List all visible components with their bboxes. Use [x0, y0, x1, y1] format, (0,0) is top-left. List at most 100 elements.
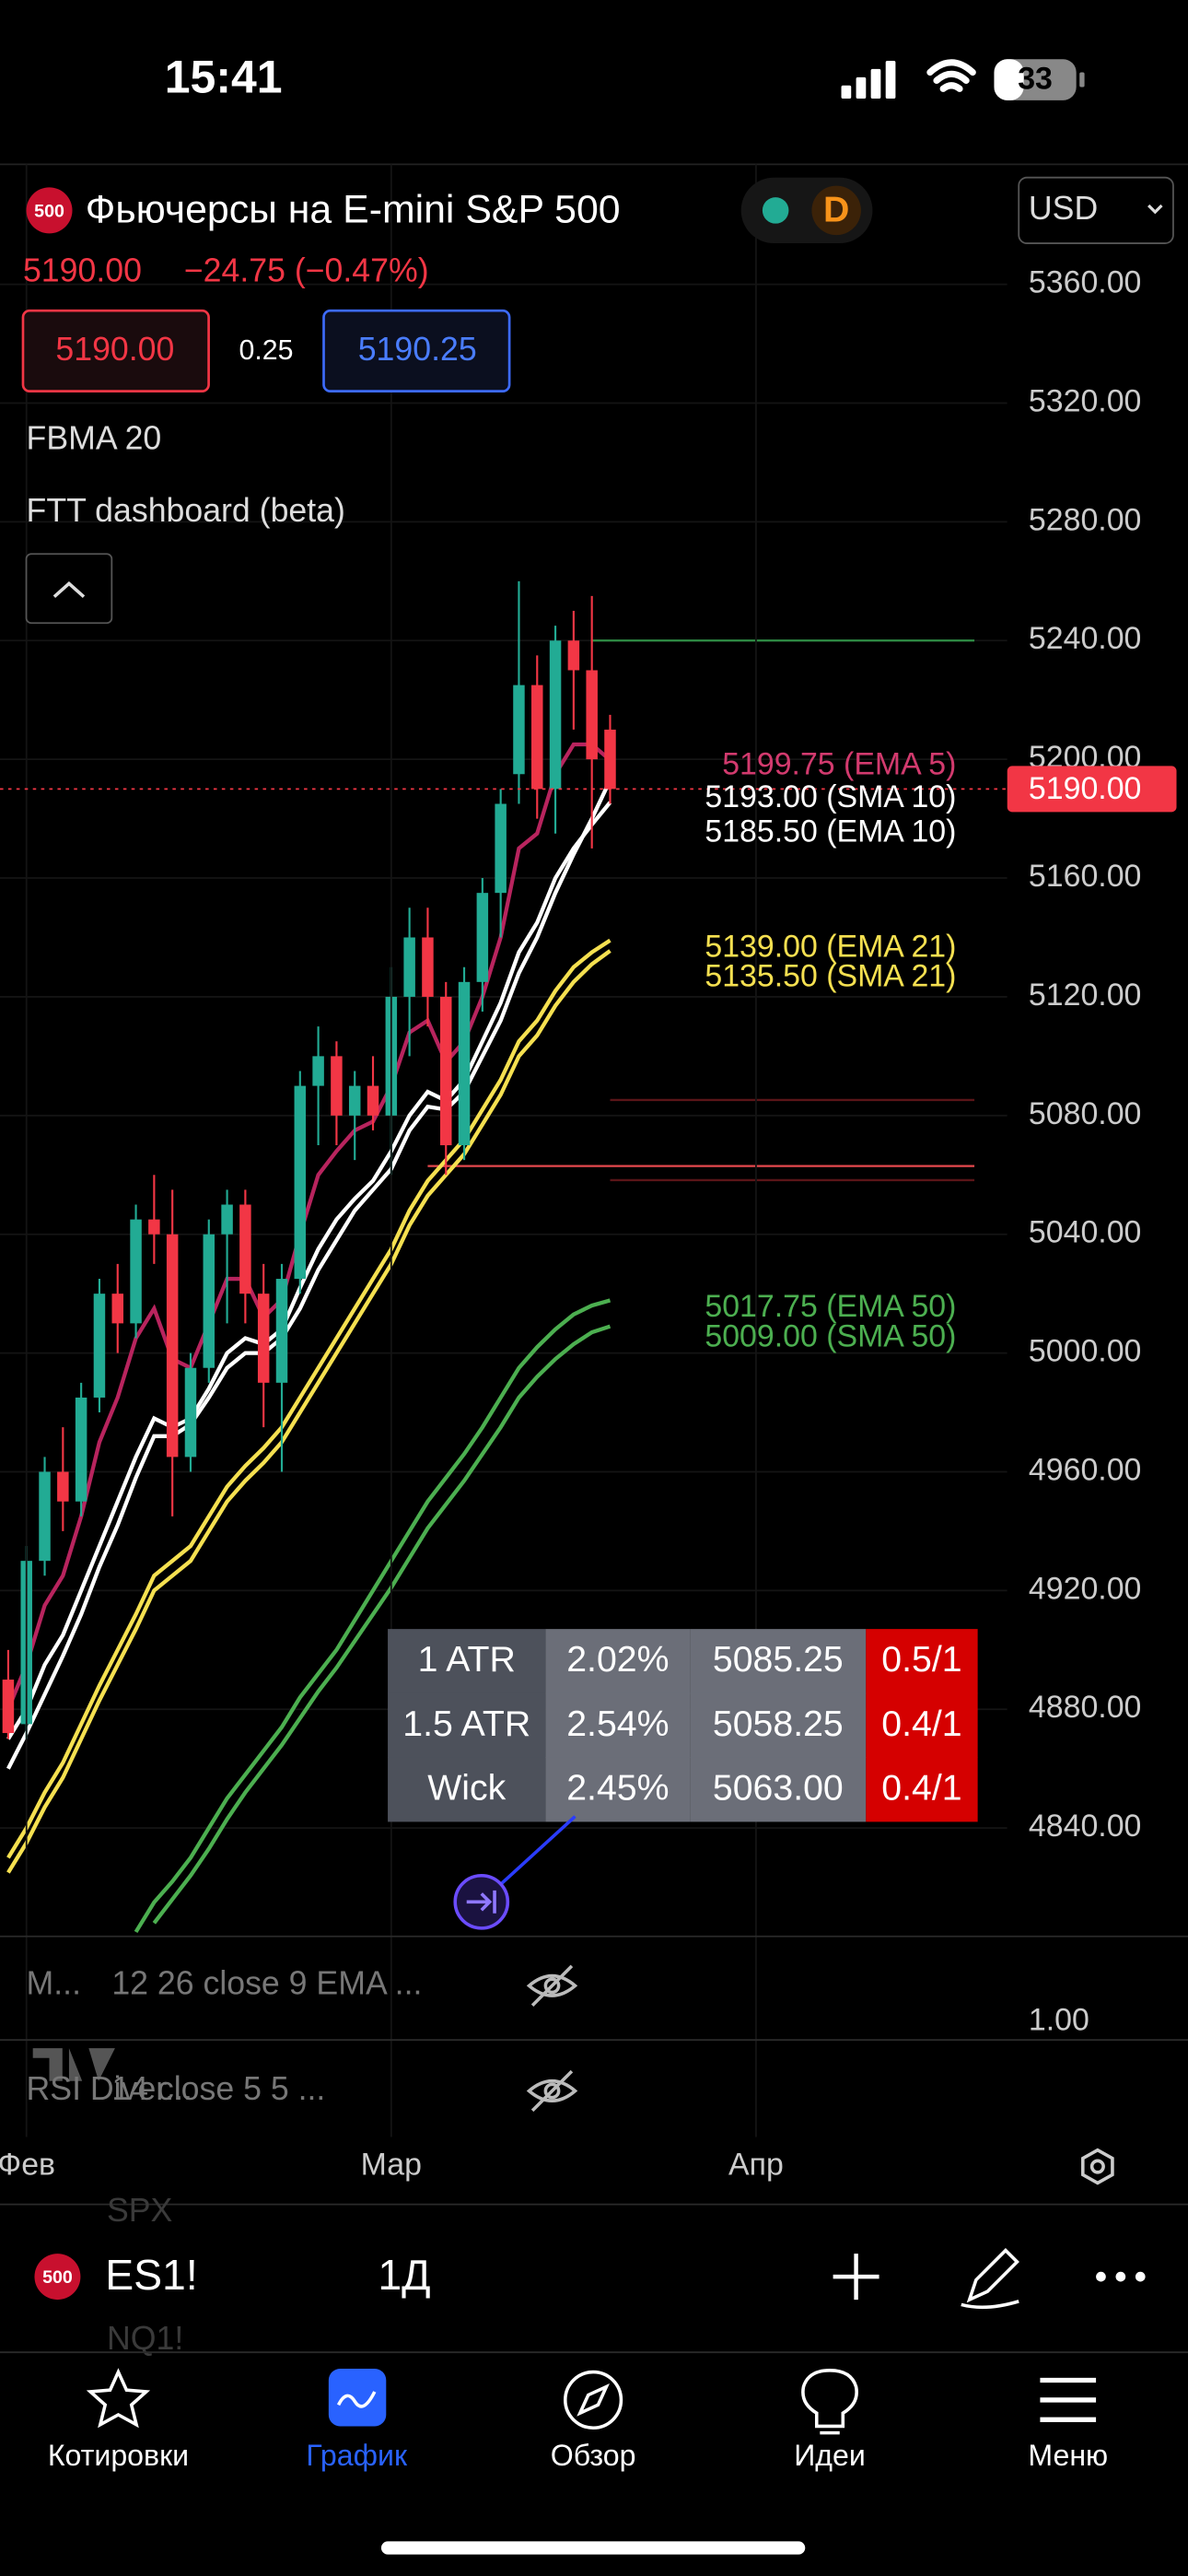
nav-icon[interactable] — [801, 2369, 858, 2435]
indicator-line — [6, 938, 611, 1859]
indicator-label: 5193.00 (SMA 10) — [705, 779, 956, 814]
indicator-legend[interactable]: FTT dashboard (beta) — [27, 492, 345, 529]
nav-icon-glyph — [336, 2391, 377, 2408]
pane-name[interactable]: M... — [27, 1965, 81, 2002]
candle-body — [604, 729, 616, 790]
spread: 0.25 — [239, 335, 294, 366]
candle-body — [239, 1204, 251, 1294]
toolbar-interval[interactable]: 1Д — [378, 2251, 430, 2299]
symbol-badge — [26, 187, 73, 234]
candle-body — [348, 1085, 361, 1116]
table-cell — [690, 1757, 867, 1822]
x-tick-label: Мар — [361, 2148, 422, 2183]
nav-label[interactable]: Обзор — [551, 2439, 636, 2472]
current-price-label: 5190.00 — [1029, 771, 1141, 806]
toolbar-symbol[interactable]: ES1! — [105, 2251, 198, 2299]
candle-body — [331, 1056, 343, 1116]
nav-label[interactable]: Котировки — [48, 2439, 189, 2472]
y-tick-label: 5360.00 — [1029, 265, 1141, 300]
buy-button[interactable] — [322, 309, 511, 392]
table-cell — [866, 1629, 978, 1694]
y-tick-label: 5280.00 — [1029, 502, 1141, 537]
chevron-up — [52, 580, 86, 598]
candle-body — [57, 1471, 69, 1502]
table-cell — [388, 1629, 546, 1694]
chevron-down — [1147, 204, 1163, 215]
table-cell — [690, 1629, 867, 1694]
candle-body — [130, 1219, 142, 1324]
candle-body — [275, 1279, 288, 1383]
candle-body — [2, 1680, 15, 1734]
y-tick-label: 5040.00 — [1029, 1215, 1141, 1250]
candle-body — [458, 981, 471, 1146]
wifi-icon — [926, 59, 976, 92]
nav-icon-glyph — [577, 2383, 610, 2417]
replay-icon — [466, 1890, 496, 1914]
indicator-line — [6, 779, 612, 1770]
settings-icon[interactable] — [1081, 2148, 1114, 2185]
candle-body — [75, 1397, 87, 1502]
candle-body — [184, 1367, 197, 1458]
table-cell — [545, 1757, 691, 1822]
hidden-icon[interactable] — [526, 2069, 578, 2113]
pane-name[interactable]: RSI Diver... — [27, 2070, 192, 2107]
indicator-legend[interactable]: FBMA 20 — [27, 420, 162, 457]
y-tick-label: 4880.00 — [1029, 1690, 1141, 1725]
price-change: −24.75 (−0.47%) — [184, 252, 429, 289]
candle-body — [549, 640, 562, 790]
nav-icon[interactable] — [1040, 2377, 1097, 2423]
symbol-title[interactable]: Фьючерсы на E-mini S&P 500 — [86, 187, 621, 231]
nav-label[interactable]: Идеи — [794, 2439, 866, 2472]
draw-icon[interactable] — [961, 2248, 1019, 2310]
signal-icon — [841, 61, 896, 100]
symbol-badge-text: 500 — [34, 201, 64, 221]
plot-area — [0, 283, 1007, 1934]
add-icon[interactable] — [833, 2254, 879, 2301]
home-indicator — [380, 2541, 806, 2555]
symbol-badge-text: 500 — [42, 2267, 73, 2288]
y-tick-label: 5160.00 — [1029, 859, 1141, 894]
table-cell-text: 5058.25 — [713, 1704, 844, 1744]
nav-icon[interactable] — [86, 2368, 151, 2429]
candle-body — [257, 1294, 270, 1383]
indicator-label: 5185.50 (EMA 10) — [705, 814, 956, 849]
table-cell-text: 0.4/1 — [881, 1704, 961, 1744]
y-tick-label: 5080.00 — [1029, 1096, 1141, 1131]
table-cell-text: 1.5 ATR — [402, 1704, 530, 1744]
nav-label[interactable]: Меню — [1028, 2439, 1108, 2472]
table-cell — [690, 1692, 867, 1758]
interval-badge: D — [823, 190, 849, 230]
pane-params: 14 close 5 5 ... — [111, 2070, 325, 2107]
y-tick-label: 4960.00 — [1029, 1452, 1141, 1487]
table-cell-text: 5085.25 — [713, 1639, 844, 1680]
table-cell — [545, 1692, 691, 1758]
logo — [32, 2048, 115, 2081]
clock: 15:41 — [165, 52, 283, 103]
table-cell-text: 2.45% — [566, 1767, 669, 1808]
battery-percent: 33 — [1018, 61, 1053, 96]
table-cell-text: Wick — [427, 1767, 506, 1808]
table-cell — [866, 1757, 978, 1822]
sell-button[interactable] — [21, 309, 210, 392]
nav-label[interactable]: График — [306, 2439, 408, 2472]
y-tick-label: 5320.00 — [1029, 383, 1141, 418]
indicator-line — [6, 949, 611, 1874]
ghost-symbol: SPX — [107, 2192, 173, 2229]
candle-body — [93, 1294, 106, 1398]
pane-params: 12 26 close 9 EMA ... — [111, 1965, 422, 2002]
battery-level — [994, 59, 1024, 100]
y-tick-label: 5240.00 — [1029, 621, 1141, 656]
y-tick-label: 5000.00 — [1029, 1334, 1141, 1369]
nav-icon-active[interactable] — [328, 2369, 387, 2427]
x-tick-label: Апр — [728, 2148, 784, 2183]
more-icon[interactable] — [1096, 2271, 1146, 2282]
collapse-button[interactable] — [25, 553, 113, 625]
bid-price: 5190.00 — [55, 331, 174, 368]
indicator-label: 5139.00 (EMA 21) — [705, 929, 956, 964]
hidden-icon[interactable] — [526, 1964, 578, 2007]
nav-icon[interactable] — [563, 2370, 623, 2430]
currency-button[interactable] — [1018, 176, 1174, 244]
table-cell-text: 0.5/1 — [881, 1639, 961, 1680]
ghost-symbol: NQ1! — [107, 2320, 183, 2357]
